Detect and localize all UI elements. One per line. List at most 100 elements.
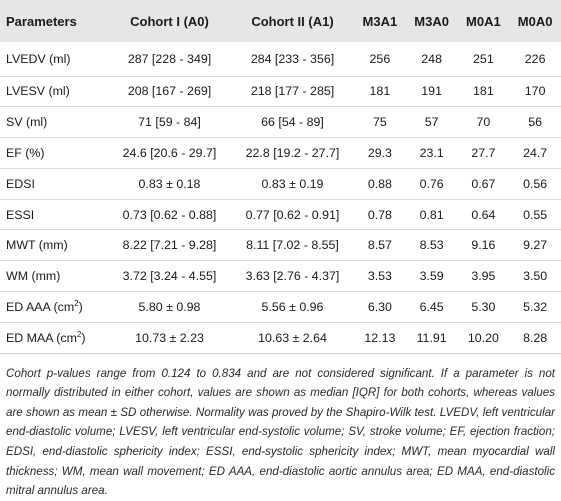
unit-superscript: 2: [74, 298, 79, 308]
table-cell: 11.91: [405, 322, 458, 354]
table-row: ESSI 0.73 [0.62 - 0.88] 0.77 [0.62 - 0.91]…: [0, 199, 561, 231]
table-cell: 218 [177 - 285]: [231, 76, 354, 108]
table-cell: 9.27: [509, 229, 561, 262]
table-cell: 170: [509, 76, 561, 108]
table-cell: 248: [405, 42, 458, 77]
table-cell: 10.20: [457, 322, 510, 354]
table-cell: 24.7: [509, 137, 561, 169]
row-parameter-name: MWT (mm): [0, 229, 108, 262]
row-parameter-name: EDSI: [0, 168, 108, 200]
row-parameter-name: ED MAA (cm2): [0, 322, 108, 354]
parameter-label: EF (%): [6, 145, 45, 160]
header-m0a0: M0A0: [517, 13, 553, 29]
parameter-label: LVESV (ml): [6, 84, 70, 99]
parameter-label: SV (ml): [6, 115, 48, 130]
parameter-label: MWT (mm): [6, 238, 68, 253]
table-cell: 256: [354, 42, 406, 77]
row-parameter-name: ED AAA (cm2): [0, 291, 108, 323]
table-row: ED AAA (cm2) 5.80 ± 0.98 5.56 ± 0.96 6.30 6.…: [0, 291, 561, 323]
parameter-label: LVEDV (ml): [6, 51, 71, 66]
table-row: SV (ml) 71 [59 - 84] 66 [54 - 89] 75 57 70 56: [0, 106, 561, 139]
table-cell: 5.30: [457, 291, 510, 323]
table-cell: 3.95: [457, 260, 510, 293]
table-cell: 6.30: [354, 291, 406, 323]
table-cell: 57: [405, 106, 458, 139]
table-cell: 75: [354, 106, 406, 139]
table-cell: 226: [509, 42, 561, 77]
header-m0a1: M0A1: [466, 13, 501, 29]
table-cell: 8.28: [509, 322, 561, 354]
table-cell: 0.83 ± 0.18: [108, 168, 231, 200]
table-cell: 23.1: [405, 137, 458, 169]
table-cell: 3.59: [405, 260, 458, 293]
table-cell: 0.64: [457, 199, 510, 231]
table-cell: 287 [228 - 349]: [108, 42, 231, 77]
table-cell: 71 [59 - 84]: [108, 106, 231, 139]
table-cell: 0.83 ± 0.19: [231, 168, 354, 200]
table-cell: 6.45: [405, 291, 458, 323]
table-cell: 10.73 ± 2.23: [108, 322, 231, 354]
table-cell: 0.55: [509, 199, 561, 231]
table-cell: 8.22 [7.21 - 9.28]: [108, 229, 231, 262]
parameter-label: ESSI: [6, 207, 35, 222]
table-cell: 24.6 [20.6 - 29.7]: [108, 137, 231, 169]
table-row: MWT (mm) 8.22 [7.21 - 9.28] 8.11 [7.02 - 8…: [0, 229, 561, 262]
table-cell: 10.63 ± 2.64: [231, 322, 354, 354]
row-parameter-name: ESSI: [0, 199, 108, 231]
parameters-table: Parameters Cohort I (A0) Cohort II (A1) …: [0, 0, 561, 354]
table-cell: 5.32: [509, 291, 561, 323]
header-parameters: Parameters: [6, 13, 77, 29]
table-cell: 0.56: [509, 168, 561, 200]
table-footnote: Cohort p-values range from 0.124 to 0.83…: [6, 366, 555, 498]
table-cell: 12.13: [354, 322, 406, 354]
header-m3a0: M3A0: [414, 13, 449, 29]
table-cell: 191: [405, 76, 458, 108]
table-cell: 29.3: [354, 137, 406, 169]
table-row: LVESV (ml) 208 [167 - 269] 218 [177 - 285]…: [0, 76, 561, 108]
header-cohort-2: Cohort II (A1): [251, 13, 334, 29]
table-cell: 27.7: [457, 137, 510, 169]
parameter-label: ED AAA (cm: [6, 299, 75, 314]
table-cell: 208 [167 - 269]: [108, 76, 231, 108]
table-cell: 3.63 [2.76 - 4.37]: [231, 260, 354, 293]
table-cell: 0.67: [457, 168, 510, 200]
parameter-label-tail: ): [78, 299, 83, 314]
table-cell: 0.73 [0.62 - 0.88]: [108, 199, 231, 231]
table-cell: 181: [457, 76, 510, 108]
table-cell: 251: [457, 42, 510, 77]
table-cell: 3.72 [3.24 - 4.55]: [108, 260, 231, 293]
table-cell: 3.50: [509, 260, 561, 293]
table-cell: 5.56 ± 0.96: [231, 291, 354, 323]
row-parameter-name: LVESV (ml): [0, 76, 108, 108]
table-row: EDSI 0.83 ± 0.18 0.83 ± 0.19 0.88 0.76 0.67 0.…: [0, 168, 561, 200]
table-row: WM (mm) 3.72 [3.24 - 4.55] 3.63 [2.76 - 4.…: [0, 260, 561, 293]
parameter-label: WM (mm): [6, 269, 61, 284]
table-cell: 0.76: [405, 168, 458, 200]
table-row: EF (%) 24.6 [20.6 - 29.7] 22.8 [19.2 - 27.…: [0, 137, 561, 169]
table-cell: 8.57: [354, 229, 406, 262]
table-cell: 70: [457, 106, 510, 139]
table-cell: 3.53: [354, 260, 406, 293]
header-cohort-1: Cohort I (A0): [130, 13, 209, 29]
row-parameter-name: SV (ml): [0, 106, 108, 139]
table-cell: 5.80 ± 0.98: [108, 291, 231, 323]
table-cell: 0.77 [0.62 - 0.91]: [231, 199, 354, 231]
row-parameter-name: WM (mm): [0, 260, 108, 293]
table-cell: 0.81: [405, 199, 458, 231]
table-cell: 0.88: [354, 168, 406, 200]
header-m3a1: M3A1: [362, 13, 398, 29]
parameter-label: ED MAA (cm: [6, 330, 77, 345]
table-cell: 22.8 [19.2 - 27.7]: [231, 137, 354, 169]
table-cell: 9.16: [457, 229, 510, 262]
parameter-label: EDSI: [6, 176, 35, 191]
row-parameter-name: EF (%): [0, 137, 108, 169]
table-header-row: Parameters Cohort I (A0) Cohort II (A1) …: [0, 0, 561, 42]
table-cell: 284 [233 - 356]: [231, 42, 354, 77]
table-cell: 8.53: [405, 229, 458, 262]
parameter-label-tail: ): [81, 330, 86, 345]
table-cell: 8.11 [7.02 - 8.55]: [231, 229, 354, 262]
table-cell: 181: [354, 76, 406, 108]
table-row: LVEDV (ml) 287 [228 - 349] 284 [233 - 356]…: [0, 42, 561, 77]
table-cell: 66 [54 - 89]: [231, 106, 354, 139]
